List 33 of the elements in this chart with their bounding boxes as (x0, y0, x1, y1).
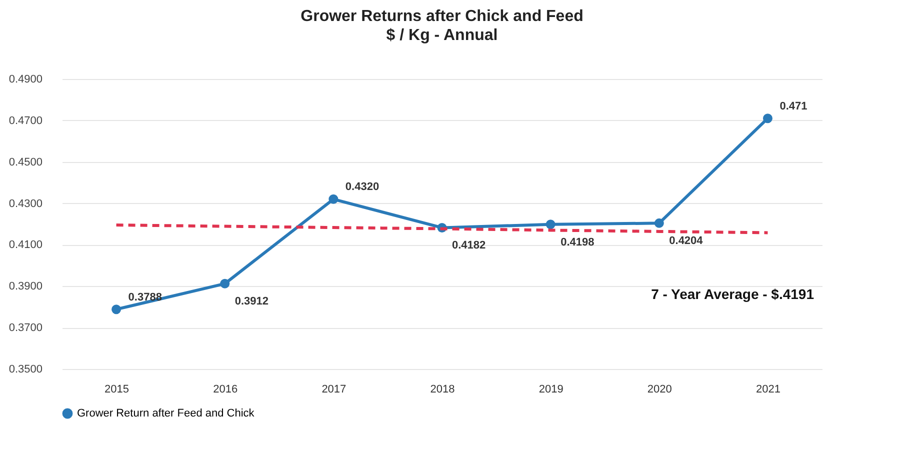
legend-label: Grower Return after Feed and Chick (77, 408, 255, 420)
x-tick-label: 2015 (104, 384, 130, 396)
x-tick-label: 2016 (213, 384, 238, 396)
y-tick-label: 0.3500 (8, 364, 42, 376)
data-label: 0.471 (780, 100, 808, 112)
y-tick-label: 0.4700 (8, 114, 42, 127)
data-label: 0.3912 (234, 296, 269, 308)
x-tick-label: 2017 (322, 384, 346, 396)
y-tick-label: 0.3900 (8, 280, 42, 293)
x-tick-label: 2021 (756, 384, 780, 396)
annotation: 7 - Year Average - $.4191 (651, 286, 814, 302)
line-series (114, 224, 770, 234)
chart-subtitle: $ / Kg - Annual (386, 27, 498, 44)
point (762, 114, 772, 124)
data-label: 0.4320 (345, 181, 380, 194)
x-tick-label: 2020 (647, 384, 672, 396)
chart-title: Grower Returns after Chick and Feed (300, 8, 584, 25)
y-tick-label: 0.4300 (8, 198, 42, 210)
data-label: 0.3788 (128, 291, 162, 304)
data-label: 0.4204 (669, 235, 704, 248)
y-tick-label: 0.4900 (8, 74, 42, 86)
x-tick-label: 2018 (430, 384, 455, 396)
y-tick-label: 0.4100 (8, 239, 42, 252)
point (546, 220, 556, 230)
point (220, 278, 230, 288)
y-tick-label: 0.4500 (8, 156, 42, 168)
point (112, 304, 122, 314)
data-label: 0.4198 (560, 236, 594, 248)
y-tick-label: 0.3700 (8, 322, 42, 334)
data-label: 0.4182 (452, 240, 486, 252)
x-tick-label: 2019 (538, 384, 564, 396)
point (328, 194, 338, 204)
point (654, 218, 664, 228)
